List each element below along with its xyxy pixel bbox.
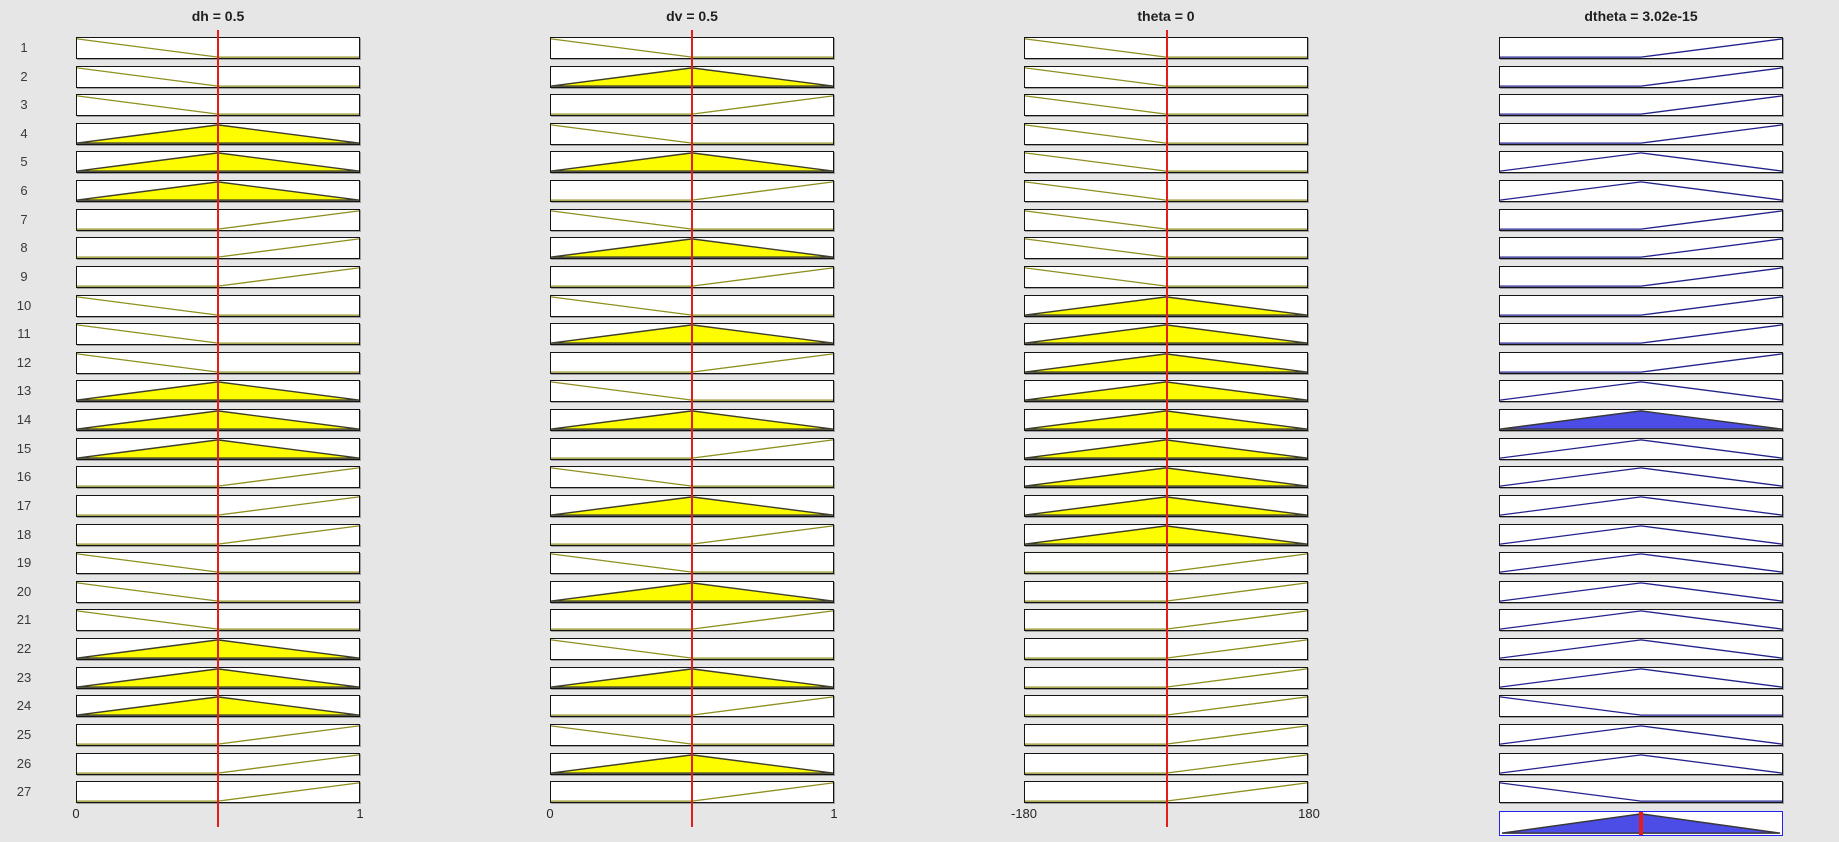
mf-curve-mid: [1500, 525, 1782, 545]
rule-number-13[interactable]: 13: [16, 383, 32, 398]
rule-number-19[interactable]: 19: [16, 555, 32, 570]
rule-number-15[interactable]: 15: [16, 441, 32, 456]
rule-number-8[interactable]: 8: [20, 240, 28, 255]
rule-number-4[interactable]: 4: [20, 126, 28, 141]
rule-number-5[interactable]: 5: [20, 154, 28, 169]
rule-number-6[interactable]: 6: [20, 183, 28, 198]
mf-curve-mid: [1500, 410, 1782, 430]
dtheta-mf-plot-rule-6: [1499, 180, 1783, 202]
mf-curve-mid: [1500, 181, 1782, 201]
mf-curve-mid: [1500, 639, 1782, 659]
mf-curve-high: [1500, 267, 1782, 287]
rule-number-7[interactable]: 7: [20, 212, 28, 227]
mf-curve-mid: [1500, 754, 1782, 774]
rule-number-18[interactable]: 18: [16, 527, 32, 542]
rule-number-21[interactable]: 21: [16, 612, 32, 627]
rule-number-24[interactable]: 24: [16, 698, 32, 713]
mf-curve-mid: [1500, 725, 1782, 745]
axis-label-dv-min: 0: [546, 806, 554, 821]
rule-number-25[interactable]: 25: [16, 727, 32, 742]
axis-label-theta-min: -180: [1010, 806, 1038, 821]
dtheta-mf-plot-rule-21: [1499, 609, 1783, 631]
mf-curve-mid: [1500, 381, 1782, 401]
theta-value-line[interactable]: [1166, 30, 1168, 827]
mf-curve-mid: [1500, 553, 1782, 573]
dtheta-mf-plot-rule-23: [1499, 667, 1783, 689]
dtheta-mf-plot-rule-27: [1499, 781, 1783, 803]
dtheta-mf-plot-rule-1: [1499, 37, 1783, 59]
rule-number-10[interactable]: 10: [16, 298, 32, 313]
mf-curve-high: [1500, 238, 1782, 258]
mf-curve-mid: [1500, 467, 1782, 487]
dtheta-mf-plot-rule-19: [1499, 552, 1783, 574]
rule-number-3[interactable]: 3: [20, 97, 28, 112]
dv-value-line[interactable]: [691, 30, 693, 827]
dtheta-mf-plot-rule-26: [1499, 753, 1783, 775]
dtheta-mf-plot-rule-10: [1499, 295, 1783, 317]
mf-curve-mid: [1500, 496, 1782, 516]
dtheta-mf-plot-rule-8: [1499, 237, 1783, 259]
rule-number-12[interactable]: 12: [16, 355, 32, 370]
mf-curve-mid: [1500, 668, 1782, 688]
mf-curve-high: [1500, 124, 1782, 144]
axis-label-dh-max: 1: [356, 806, 364, 821]
dh-value-line[interactable]: [217, 30, 219, 827]
column-title-theta: theta = 0: [1137, 8, 1195, 24]
rule-number-23[interactable]: 23: [16, 670, 32, 685]
rule-number-16[interactable]: 16: [16, 469, 32, 484]
rule-number-17[interactable]: 17: [16, 498, 32, 513]
axis-label-dh-min: 0: [72, 806, 80, 821]
aggregate-output-plot: [1499, 811, 1783, 836]
rule-number-11[interactable]: 11: [17, 326, 31, 341]
dtheta-mf-plot-rule-12: [1499, 352, 1783, 374]
dtheta-mf-plot-rule-24: [1499, 695, 1783, 717]
column-title-dv: dv = 0.5: [666, 8, 718, 24]
rule-number-9[interactable]: 9: [20, 269, 28, 284]
axis-label-dv-max: 1: [830, 806, 838, 821]
dtheta-mf-plot-rule-20: [1499, 581, 1783, 603]
mf-curve-low: [1500, 696, 1782, 716]
mf-curve-high: [1500, 67, 1782, 87]
dtheta-mf-plot-rule-7: [1499, 209, 1783, 231]
dtheta-mf-plot-rule-22: [1499, 638, 1783, 660]
mf-curve-mid: [1500, 610, 1782, 630]
dtheta-mf-plot-rule-14: [1499, 409, 1783, 431]
mf-curve-high: [1500, 95, 1782, 115]
dtheta-mf-plot-rule-25: [1499, 724, 1783, 746]
mf-curve-high: [1500, 210, 1782, 230]
rule-number-14[interactable]: 14: [16, 412, 32, 427]
rule-number-1[interactable]: 1: [20, 40, 28, 55]
dtheta-mf-plot-rule-16: [1499, 466, 1783, 488]
dtheta-mf-plot-rule-13: [1499, 380, 1783, 402]
rule-number-20[interactable]: 20: [16, 584, 32, 599]
dtheta-mf-plot-rule-4: [1499, 123, 1783, 145]
mf-curve-high: [1500, 353, 1782, 373]
dtheta-mf-plot-rule-9: [1499, 266, 1783, 288]
mf-curve-high: [1500, 296, 1782, 316]
dtheta-mf-plot-rule-5: [1499, 151, 1783, 173]
mf-curve-mid: [1500, 582, 1782, 602]
dtheta-mf-plot-rule-17: [1499, 495, 1783, 517]
dtheta-mf-plot-rule-2: [1499, 66, 1783, 88]
column-title-dh: dh = 0.5: [191, 8, 245, 24]
mf-curve-low: [1500, 782, 1782, 802]
axis-label-theta-max: 180: [1298, 806, 1320, 821]
rule-number-27[interactable]: 27: [16, 784, 32, 799]
mf-curve-mid: [1500, 152, 1782, 172]
rule-number-26[interactable]: 26: [16, 756, 32, 771]
dtheta-mf-plot-rule-18: [1499, 524, 1783, 546]
dtheta-mf-plot-rule-15: [1499, 438, 1783, 460]
mf-curve-mid: [1500, 439, 1782, 459]
column-title-dtheta: dtheta = 3.02e-15: [1584, 8, 1698, 24]
mf-curve-high: [1500, 38, 1782, 58]
defuzzified-value-line: [1639, 812, 1643, 835]
rule-number-22[interactable]: 22: [16, 641, 32, 656]
mf-curve-high: [1500, 324, 1782, 344]
dtheta-mf-plot-rule-11: [1499, 323, 1783, 345]
dtheta-mf-plot-rule-3: [1499, 94, 1783, 116]
rule-number-2[interactable]: 2: [20, 69, 28, 84]
